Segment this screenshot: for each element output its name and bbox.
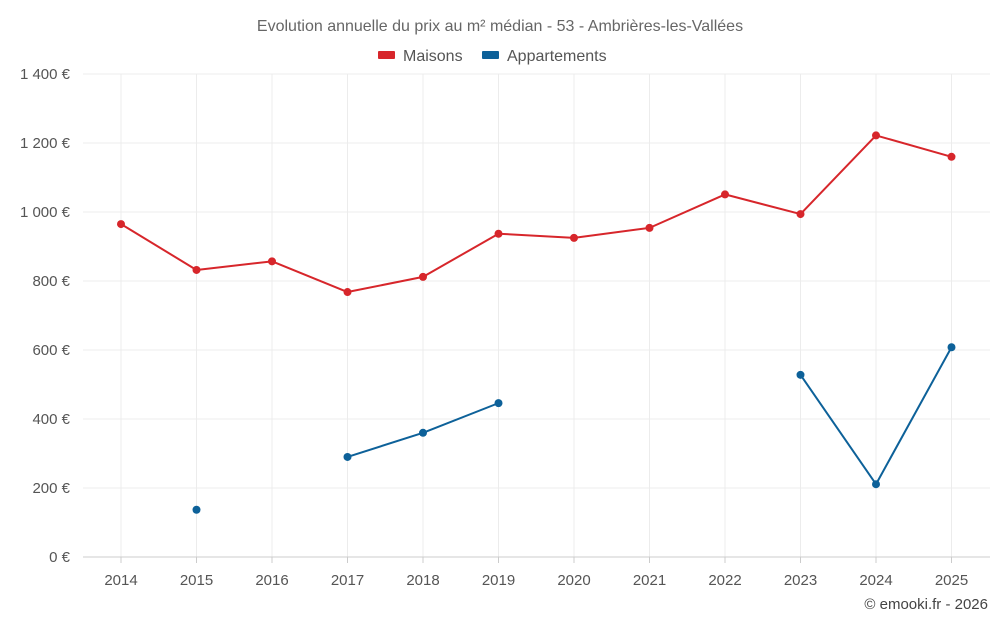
data-point-appartements[interactable] [796,370,805,379]
y-tick-label: 600 € [32,342,70,359]
y-axis-ticks: 0 € 200 € 400 € 600 € 800 € 1 000 € 1 200 € 1 4… [20,66,71,566]
series-appartements [192,343,956,514]
data-point-maisons[interactable] [192,265,201,274]
legend: Maisons Appartements [378,48,607,65]
y-tick-label: 800 € [32,273,70,290]
x-tick-label: 2016 [255,572,288,589]
x-tick-label: 2020 [557,572,590,589]
grid [83,73,990,558]
series-line-maisons [120,134,952,294]
data-point-appartements[interactable] [343,452,352,461]
data-point-maisons[interactable] [947,152,956,161]
data-point-appartements[interactable] [947,343,956,352]
data-point-maisons[interactable] [268,257,276,266]
data-point-appartements[interactable] [419,428,427,437]
x-tick-label: 2023 [784,572,817,589]
y-tick-label: 1 000 € [20,204,71,221]
data-point-maisons[interactable] [117,220,125,229]
x-tick-label: 2025 [935,572,968,589]
legend-label-maisons: Maisons [403,48,463,65]
x-tick-label: 2018 [406,572,439,589]
y-tick-label: 200 € [32,480,70,497]
data-point-appartements[interactable] [192,505,201,514]
chart-title: Evolution annuelle du prix au m² médian … [257,18,743,35]
legend-item-appartements[interactable]: Appartements [482,48,607,65]
data-point-appartements[interactable] [494,399,503,408]
series-layer [117,131,956,514]
credit: © emooki.fr - 2026 [864,596,988,613]
x-tick-label: 2015 [180,572,213,589]
x-tick-label: 2021 [633,572,666,589]
y-tick-label: 0 € [49,549,71,566]
x-tick-label: 2017 [331,572,364,589]
data-point-maisons[interactable] [721,190,729,199]
legend-swatch-maisons [378,51,395,59]
legend-swatch-appartements [482,51,499,59]
y-tick-label: 1 200 € [20,135,71,152]
data-point-maisons[interactable] [343,288,352,297]
data-point-maisons[interactable] [419,272,427,281]
x-tick-label: 2014 [104,572,137,589]
x-axis-ticks: 2014 2015 2016 2017 2018 2019 2020 2021 2022 2023… [83,556,990,589]
data-point-maisons[interactable] [570,233,578,242]
y-tick-label: 400 € [32,411,70,428]
data-point-maisons[interactable] [796,210,805,219]
data-point-maisons[interactable] [872,131,880,140]
y-tick-label: 1 400 € [20,66,71,83]
data-point-appartements[interactable] [872,480,880,489]
x-tick-label: 2019 [482,572,515,589]
x-tick-label: 2024 [859,572,892,589]
x-tick-label: 2022 [708,572,741,589]
legend-item-maisons[interactable]: Maisons [378,48,463,65]
series-maisons [117,131,956,297]
data-point-maisons[interactable] [494,229,503,238]
data-point-maisons[interactable] [645,223,654,232]
legend-label-appartements: Appartements [507,48,607,65]
